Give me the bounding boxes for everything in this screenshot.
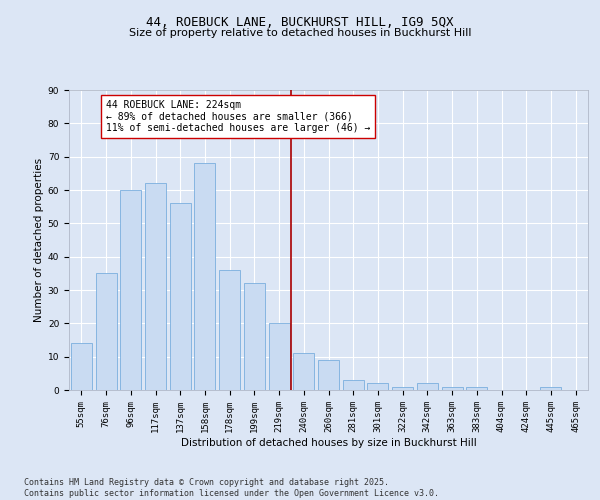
Bar [194, 164, 215, 390]
Text: Contains HM Land Registry data © Crown copyright and database right 2025.
Contai: Contains HM Land Registry data © Crown c… [24, 478, 439, 498]
Text: 44 ROEBUCK LANE: 224sqm
← 89% of detached houses are smaller (366)
11% of semi-d: 44 ROEBUCK LANE: 224sqm ← 89% of detache… [106, 100, 370, 133]
Bar [442, 386, 463, 390]
Text: 44, ROEBUCK LANE, BUCKHURST HILL, IG9 5QX: 44, ROEBUCK LANE, BUCKHURST HILL, IG9 5Q… [146, 16, 454, 29]
Bar [318, 360, 339, 390]
Bar [95, 274, 116, 390]
Bar [244, 284, 265, 390]
Bar [269, 324, 290, 390]
Bar [541, 386, 562, 390]
Bar [392, 386, 413, 390]
Bar [367, 384, 388, 390]
Bar [170, 204, 191, 390]
Bar [466, 386, 487, 390]
Bar [145, 184, 166, 390]
Bar [343, 380, 364, 390]
Bar [219, 270, 240, 390]
X-axis label: Distribution of detached houses by size in Buckhurst Hill: Distribution of detached houses by size … [181, 438, 476, 448]
Bar [120, 190, 141, 390]
Y-axis label: Number of detached properties: Number of detached properties [34, 158, 44, 322]
Bar [71, 344, 92, 390]
Bar [293, 354, 314, 390]
Bar [417, 384, 438, 390]
Text: Size of property relative to detached houses in Buckhurst Hill: Size of property relative to detached ho… [129, 28, 471, 38]
